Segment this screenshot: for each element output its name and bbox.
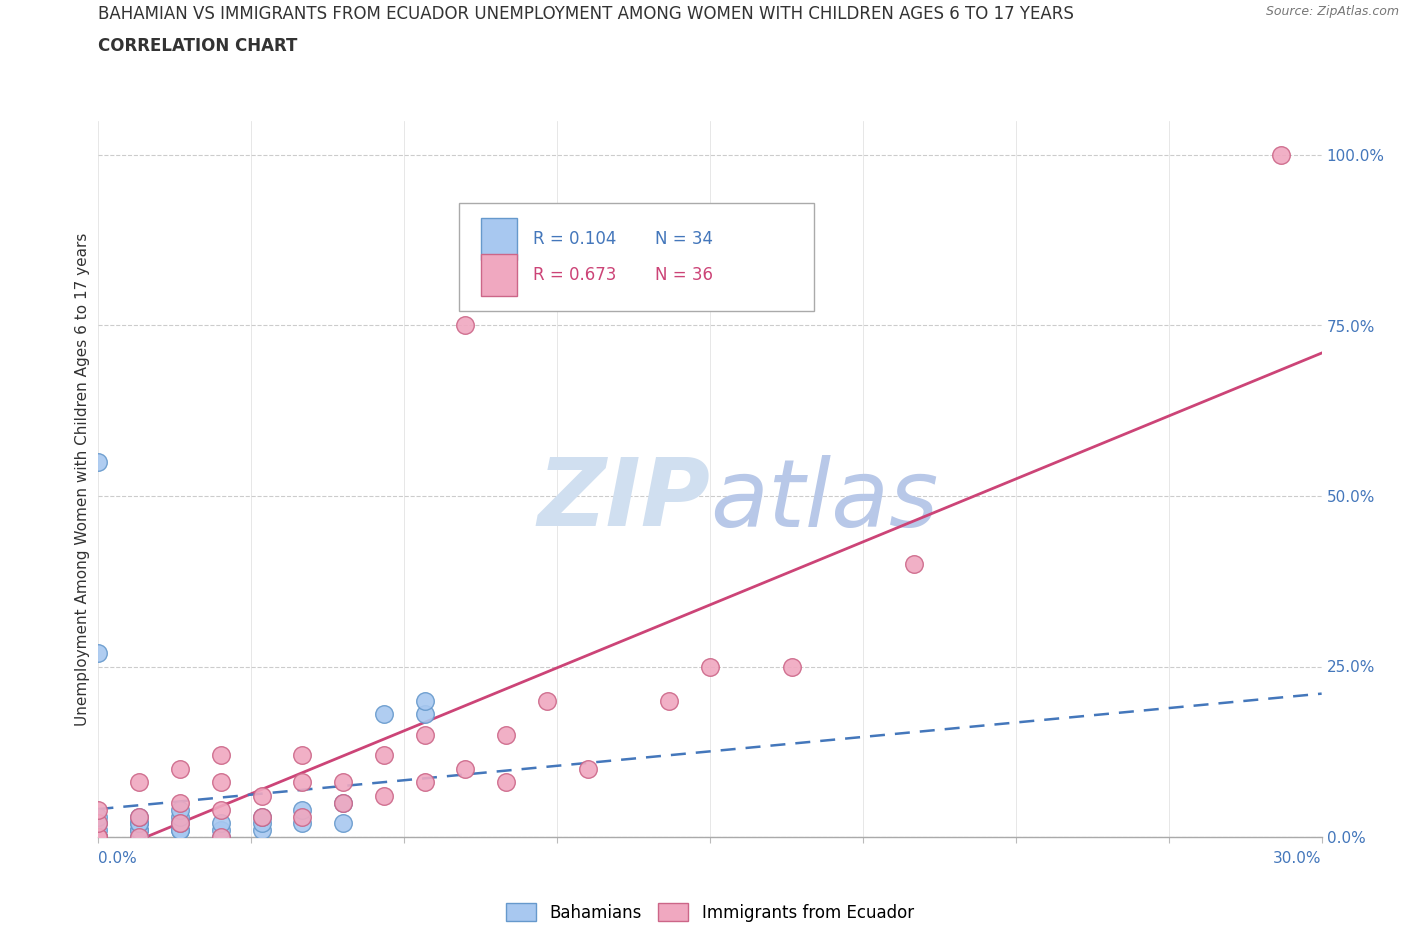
Text: N = 34: N = 34 <box>655 230 713 248</box>
FancyBboxPatch shape <box>481 218 517 260</box>
Point <box>250 816 273 830</box>
Point <box>209 803 232 817</box>
Point <box>87 830 110 844</box>
Legend: Bahamians, Immigrants from Ecuador: Bahamians, Immigrants from Ecuador <box>506 903 914 922</box>
Point <box>209 748 232 763</box>
Point <box>291 809 314 824</box>
Point <box>495 727 517 742</box>
Point <box>373 789 395 804</box>
Point <box>373 707 395 722</box>
Point <box>209 830 232 844</box>
Point <box>169 816 191 830</box>
Text: ZIP: ZIP <box>537 455 710 547</box>
Y-axis label: Unemployment Among Women with Children Ages 6 to 17 years: Unemployment Among Women with Children A… <box>75 232 90 725</box>
Point <box>128 830 150 844</box>
Point <box>209 823 232 838</box>
Point <box>658 693 681 708</box>
Point <box>332 775 354 790</box>
Text: CORRELATION CHART: CORRELATION CHART <box>98 37 298 55</box>
Text: 0.0%: 0.0% <box>98 851 138 866</box>
Point <box>413 693 436 708</box>
Text: atlas: atlas <box>710 455 938 546</box>
Point <box>332 816 354 830</box>
Text: R = 0.673: R = 0.673 <box>533 266 616 284</box>
Point <box>291 816 314 830</box>
Point <box>699 659 721 674</box>
Point <box>373 748 395 763</box>
Text: R = 0.104: R = 0.104 <box>533 230 616 248</box>
Point <box>454 762 477 777</box>
Point <box>536 693 558 708</box>
Point <box>87 823 110 838</box>
Point <box>169 762 191 777</box>
Point <box>128 823 150 838</box>
Point <box>250 809 273 824</box>
Point <box>413 707 436 722</box>
Point <box>454 318 477 333</box>
Point <box>495 775 517 790</box>
Point <box>128 830 150 844</box>
Point <box>332 795 354 810</box>
Point <box>87 830 110 844</box>
Point <box>169 809 191 824</box>
Point <box>780 659 803 674</box>
Point <box>87 830 110 844</box>
Point <box>209 816 232 830</box>
Point <box>169 795 191 810</box>
Point <box>209 830 232 844</box>
Point <box>250 789 273 804</box>
Point <box>169 816 191 830</box>
Point <box>87 830 110 844</box>
Point <box>576 762 599 777</box>
Point <box>413 775 436 790</box>
Point <box>87 645 110 660</box>
Point <box>169 823 191 838</box>
Point <box>128 816 150 830</box>
Point <box>291 803 314 817</box>
FancyBboxPatch shape <box>481 254 517 296</box>
Point <box>903 557 925 572</box>
Text: 30.0%: 30.0% <box>1274 851 1322 866</box>
Text: N = 36: N = 36 <box>655 266 713 284</box>
Point <box>169 823 191 838</box>
Point <box>250 823 273 838</box>
Point <box>87 816 110 830</box>
Point <box>128 830 150 844</box>
FancyBboxPatch shape <box>460 204 814 311</box>
Point <box>1270 148 1292 163</box>
Point <box>87 809 110 824</box>
Point <box>209 775 232 790</box>
Text: BAHAMIAN VS IMMIGRANTS FROM ECUADOR UNEMPLOYMENT AMONG WOMEN WITH CHILDREN AGES : BAHAMIAN VS IMMIGRANTS FROM ECUADOR UNEM… <box>98 5 1074 22</box>
Point <box>87 830 110 844</box>
Text: Source: ZipAtlas.com: Source: ZipAtlas.com <box>1265 5 1399 18</box>
Point <box>87 816 110 830</box>
Point <box>128 823 150 838</box>
Point <box>128 816 150 830</box>
Point <box>87 803 110 817</box>
Point <box>291 748 314 763</box>
Point <box>128 775 150 790</box>
Point <box>169 803 191 817</box>
Point <box>332 795 354 810</box>
Point <box>128 809 150 824</box>
Point <box>87 455 110 470</box>
Point <box>413 727 436 742</box>
Point <box>291 775 314 790</box>
Point <box>87 830 110 844</box>
Point <box>128 809 150 824</box>
Point <box>250 809 273 824</box>
